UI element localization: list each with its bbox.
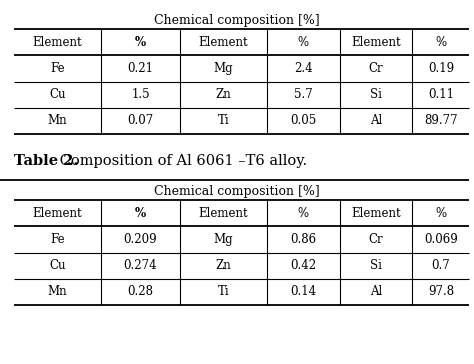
Text: Fe: Fe: [50, 62, 65, 75]
Text: 97.8: 97.8: [428, 285, 454, 298]
Text: Zn: Zn: [216, 88, 231, 101]
Text: 0.7: 0.7: [431, 259, 450, 272]
Text: Chemical composition [%]: Chemical composition [%]: [154, 185, 320, 198]
Text: 0.28: 0.28: [128, 285, 154, 298]
Text: %: %: [298, 36, 309, 49]
Text: 1.5: 1.5: [131, 88, 150, 101]
Text: 2.4: 2.4: [294, 62, 312, 75]
Text: Fe: Fe: [50, 233, 65, 246]
Text: Mg: Mg: [214, 62, 233, 75]
Text: 0.42: 0.42: [290, 259, 316, 272]
Text: Cu: Cu: [49, 259, 66, 272]
Text: Mg: Mg: [214, 233, 233, 246]
Text: %: %: [435, 36, 447, 49]
Text: Cu: Cu: [49, 88, 66, 101]
Text: Element: Element: [351, 36, 401, 49]
Text: 89.77: 89.77: [424, 114, 457, 127]
Text: %: %: [135, 207, 146, 220]
Text: Cr: Cr: [369, 233, 383, 246]
Text: 0.86: 0.86: [290, 233, 316, 246]
Text: 0.14: 0.14: [290, 285, 316, 298]
Text: 0.21: 0.21: [128, 62, 154, 75]
Text: Element: Element: [33, 207, 82, 220]
Text: 0.209: 0.209: [124, 233, 157, 246]
Text: %: %: [135, 36, 146, 49]
Text: Mn: Mn: [47, 285, 67, 298]
Text: Si: Si: [370, 259, 382, 272]
Text: 0.19: 0.19: [428, 62, 454, 75]
Text: 5.7: 5.7: [294, 88, 312, 101]
Text: Table 2.: Table 2.: [14, 154, 79, 168]
Text: Element: Element: [199, 36, 248, 49]
Text: Zn: Zn: [216, 259, 231, 272]
Text: Ti: Ti: [218, 114, 229, 127]
Text: Ti: Ti: [218, 285, 229, 298]
Text: 0.07: 0.07: [128, 114, 154, 127]
Text: Cr: Cr: [369, 62, 383, 75]
Text: 0.11: 0.11: [428, 88, 454, 101]
Text: Mn: Mn: [47, 114, 67, 127]
Text: Element: Element: [351, 207, 401, 220]
Text: Chemical composition [%]: Chemical composition [%]: [154, 13, 320, 27]
Text: Al: Al: [370, 285, 382, 298]
Text: 0.069: 0.069: [424, 233, 458, 246]
Text: 0.274: 0.274: [124, 259, 157, 272]
Text: Al: Al: [370, 114, 382, 127]
Text: %: %: [435, 207, 447, 220]
Text: %: %: [298, 207, 309, 220]
Text: 0.05: 0.05: [290, 114, 316, 127]
Text: Si: Si: [370, 88, 382, 101]
Text: Composition of Al 6061 –T6 alloy.: Composition of Al 6061 –T6 alloy.: [55, 154, 307, 168]
Text: Element: Element: [199, 207, 248, 220]
Text: Element: Element: [33, 36, 82, 49]
